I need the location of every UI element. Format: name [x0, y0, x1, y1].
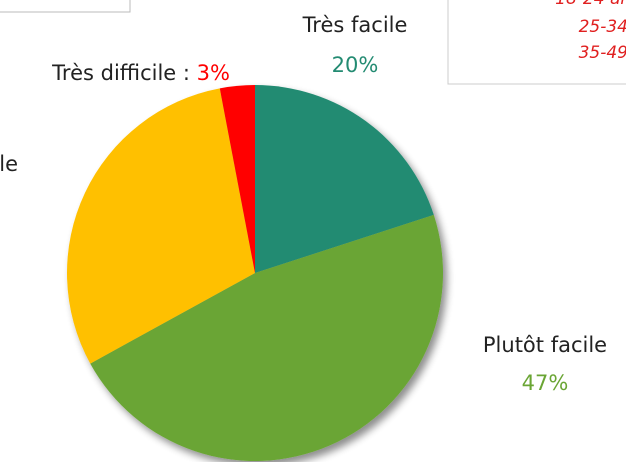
pie-slice	[90, 214, 443, 461]
slice-label: Très facile	[302, 13, 408, 37]
slice-label-name: Très difficile :	[51, 61, 190, 85]
legend-annotation: 18-24 ans	[555, 0, 626, 9]
pie-slice	[219, 85, 255, 273]
slice-label: le	[0, 152, 18, 176]
legend-annotation: 25-34	[579, 17, 626, 37]
box-top-left	[0, 0, 131, 13]
legend-annotation: 35-49	[579, 43, 626, 63]
slice-value-label: 3%	[197, 61, 230, 85]
pie-slice	[255, 85, 434, 273]
slice-value-label: 47%	[522, 371, 569, 395]
slice-value-label: 20%	[332, 53, 379, 77]
pie	[66, 85, 443, 461]
pie-slice	[66, 88, 255, 364]
legend-box	[447, 0, 626, 85]
slice-label: Très difficile : 3%	[51, 61, 230, 85]
slice-label: Plutôt facile	[483, 333, 607, 357]
